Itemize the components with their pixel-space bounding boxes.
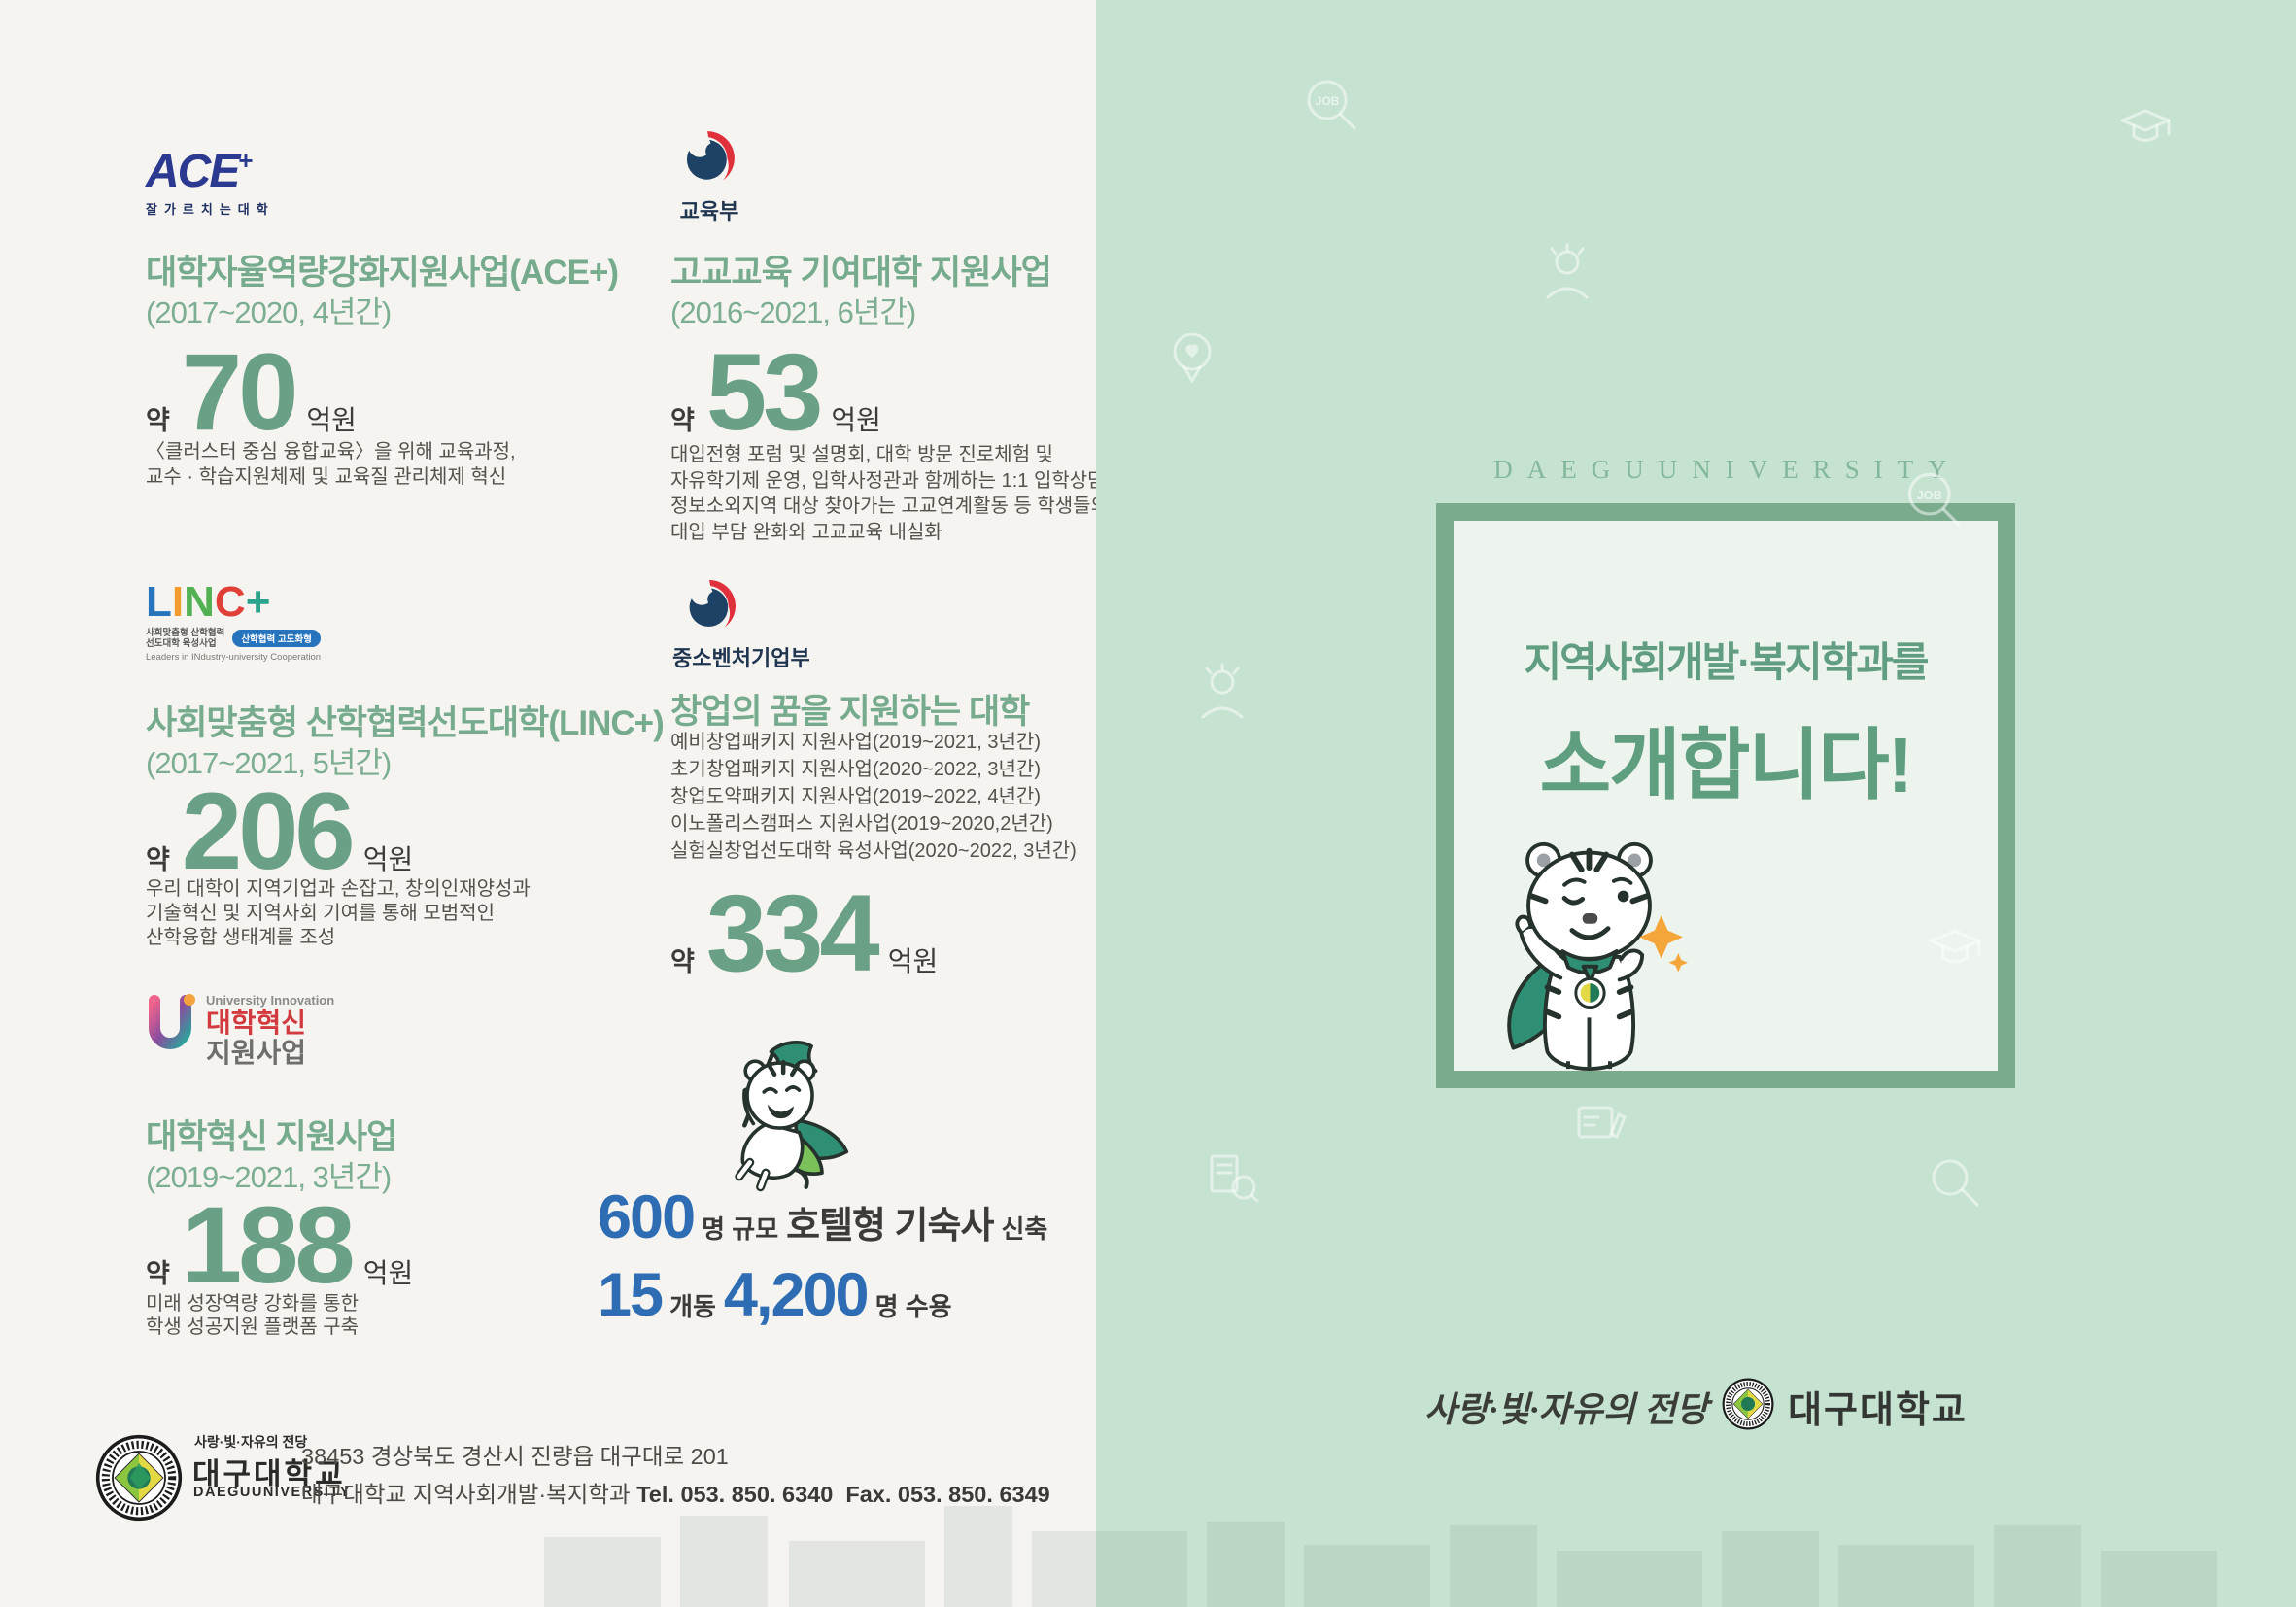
linc-amount: 약 206 억원: [146, 777, 413, 886]
linc-amount-prefix: 약: [146, 845, 170, 874]
job-magnifier-icon: JOB: [1902, 468, 1965, 530]
dorm-stat-line1: 600 명 규모 호텔형 기숙사 신축: [598, 1183, 1048, 1251]
linc-period: (2017~2021, 5년간): [146, 746, 392, 780]
list-item: 초기창업패키지 지원사업(2020~2022, 3년간): [670, 759, 1041, 780]
ace-amount-prefix: 약: [146, 406, 170, 435]
dorm-stat-line2: 15 개동 4,200 명 수용: [598, 1261, 952, 1329]
edu-period: (2016~2021, 6년간): [670, 295, 916, 329]
graduation-cap-icon: [1927, 925, 1983, 974]
ace-logo-tagline: 잘가르치는대학: [146, 202, 275, 217]
watermark-daegu-university: DAEGUUNIVERSITY: [1493, 455, 1962, 484]
footer-university-name: 대구대학교: [192, 1457, 346, 1491]
ace-amount-number: 70: [181, 331, 299, 453]
innovation-amount-number: 188: [181, 1184, 356, 1306]
right-university-name: 대구대학교: [1788, 1390, 1968, 1431]
footer-address: 38453 경상북도 경산시 진량읍 대구대로 201: [301, 1444, 729, 1469]
ace-logo-plus: +: [238, 146, 254, 175]
dorm-buildings-number: 15: [598, 1261, 664, 1329]
job-magnifier-icon: JOB: [1302, 76, 1360, 134]
fax-number: 053. 850. 6349: [897, 1482, 1050, 1507]
startup-amount-unit: 억원: [887, 946, 939, 976]
innovation-amount-unit: 억원: [362, 1258, 414, 1288]
linc-title: 사회맞춤형 산학협력선도대학(LINC+): [146, 704, 665, 742]
linc-description: 우리 대학이 지역기업과 손잡고, 창의인재양성과 기술혁신 및 지역사회 기여…: [146, 878, 531, 948]
left-page: ACE+ 잘가르치는대학 대학자율역량강화지원사업(ACE+) (2017~20…: [0, 0, 1111, 1607]
heart-person-pin-icon: [1164, 328, 1220, 389]
svg-text:JOB: JOB: [1917, 488, 1942, 502]
list-item: 이노폴리스캠퍼스 지원사업(2019~2020,2년간): [670, 813, 1053, 835]
right-page: JOB JOB: [1096, 0, 2296, 1607]
list-item: 창업도약패키지 지원사업(2019~2022, 4년간): [670, 786, 1041, 807]
linc-badge: 산학협력 고도화형: [232, 630, 321, 647]
svg-text:JOB: JOB: [1316, 94, 1340, 108]
innovation-description: 미래 성장역량 강화를 통한 학생 성공지원 플랫폼 구축: [146, 1293, 360, 1338]
intro-line1: 지역사회개발·복지학과를: [1524, 639, 1929, 685]
right-footer-brand: 사랑·빛·자유의 전당 대구대학교: [1096, 1378, 2296, 1435]
moe-taegeuk-icon: [677, 128, 737, 193]
idea-person-icon: [1538, 243, 1596, 301]
tel-label: Tel.: [636, 1482, 674, 1507]
innovation-title: 대학혁신 지원사업: [146, 1118, 397, 1156]
footer-contact: 대구대학교 지역사회개발·복지학과 Tel. 053. 850. 6340 Fa…: [301, 1476, 1050, 1509]
ace-period: (2017~2020, 4년간): [146, 295, 392, 329]
idea-person-icon: [1193, 663, 1251, 721]
ace-amount: 약 70 억원: [146, 338, 357, 447]
tel-number: 053. 850. 6340: [680, 1482, 834, 1507]
edu-amount: 약 53 억원: [670, 338, 881, 447]
edu-amount-unit: 억원: [831, 405, 881, 435]
linc-amount-number: 206: [181, 770, 356, 892]
ace-logo: ACE+ 잘가르치는대학: [146, 146, 275, 218]
innovation-logo: University Innovation 대학혁신 지원사업: [146, 993, 334, 1068]
startup-amount: 약 334 억원: [670, 879, 938, 988]
footer-department: 대구대학교 지역사회개발·복지학과: [301, 1482, 631, 1507]
startup-amount-number: 334: [705, 872, 880, 994]
innovation-amount: 약 188 억원: [146, 1191, 413, 1300]
university-seal-icon: [95, 1434, 183, 1526]
innovation-u-icon: [146, 993, 196, 1062]
linc-logo: LINC+ 사회맞춤형 산학협력 선도대학 육성사업 산학협력 고도화형 Lea…: [146, 578, 322, 664]
smes-label: 중소벤처기업부: [672, 646, 810, 670]
intro-line2: 소개합니다!: [1539, 722, 1914, 808]
dorm-total-number: 4,200: [723, 1261, 870, 1329]
mascot-tiger: [1485, 836, 1694, 1077]
innovation-period: (2019~2021, 3년간): [146, 1160, 392, 1194]
ace-description: 〈클러스터 중심 융합교육〉을 위해 교육과정, 교수 · 학습지원체제 및 교…: [146, 441, 516, 488]
magnifier-icon: [1927, 1154, 1981, 1209]
id-card-pencil-icon: [1574, 1096, 1628, 1150]
mascot-flag-tiger: [692, 1036, 859, 1198]
edu-title: 고교교육 기여대학 지원사업: [670, 254, 1052, 291]
dorm-capacity-number: 600: [598, 1183, 696, 1251]
linc-amount-unit: 억원: [362, 844, 414, 874]
ace-amount-unit: 억원: [306, 405, 357, 435]
startup-program-list: 예비창업패키지 지원사업(2019~2021, 3년간) 초기창업패키지 지원사…: [670, 729, 1077, 865]
book-magnifier-icon: [1205, 1148, 1259, 1203]
right-motto-calligraphy: 사랑·빛·자유의 전당: [1424, 1389, 1709, 1429]
startup-amount-prefix: 약: [670, 947, 695, 976]
ace-title: 대학자율역량강화지원사업(ACE+): [146, 254, 619, 291]
footer-motto: 사랑·빛·자유의 전당: [194, 1434, 308, 1450]
edu-amount-prefix: 약: [670, 406, 695, 435]
list-item: 실험실창업선도대학 육성사업(2020~2022, 3년간): [670, 840, 1077, 862]
startup-title: 창업의 꿈을 지원하는 대학: [670, 693, 1030, 731]
innovation-amount-prefix: 약: [146, 1259, 170, 1288]
list-item: 예비창업패키지 지원사업(2019~2021, 3년간): [670, 732, 1041, 753]
graduation-cap-icon: [2118, 105, 2173, 152]
footer-university-name-en: DAEGUUNIVERSITY: [193, 1485, 351, 1500]
fax-label: Fax.: [845, 1482, 892, 1507]
edu-amount-number: 53: [705, 331, 824, 453]
university-seal-icon: [1722, 1378, 1774, 1435]
smes-taegeuk-icon: [680, 577, 738, 640]
moe-label: 교육부: [679, 199, 739, 223]
edu-description: 대입전형 포럼 및 설명회, 대학 방문 진로체험 및 자유학기제 운영, 입학…: [670, 444, 1112, 543]
ace-logo-text: ACE: [146, 146, 240, 197]
